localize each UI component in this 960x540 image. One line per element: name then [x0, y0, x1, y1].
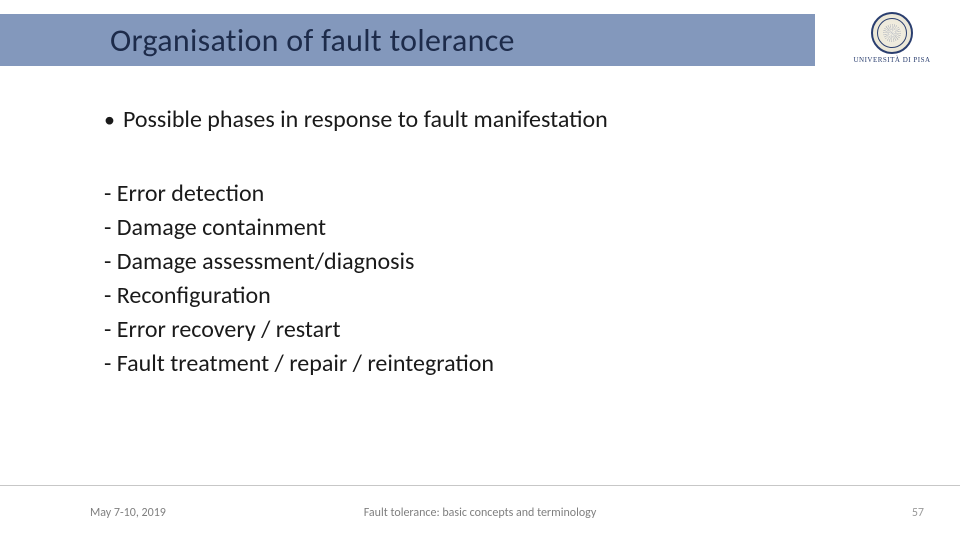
list-item: - Reconfiguration — [104, 279, 900, 313]
phase-list: - Error detection - Damage containment -… — [104, 177, 900, 381]
seal-icon — [871, 12, 913, 54]
intro-text: Possible phases in response to fault man… — [123, 105, 608, 134]
list-item: - Fault treatment / repair / reintegrati… — [104, 347, 900, 381]
bullet-marker: • — [104, 105, 115, 135]
logo-caption: UNIVERSITÀ DI PISA — [853, 56, 930, 64]
list-item: - Damage assessment/diagnosis — [104, 245, 900, 279]
footer-subject: Fault tolerance: basic concepts and term… — [0, 506, 960, 520]
title-bar: Organisation of fault tolerance — [0, 14, 815, 66]
content-area: • Possible phases in response to fault m… — [90, 105, 900, 381]
list-item: - Damage containment — [104, 211, 900, 245]
list-item: - Error recovery / restart — [104, 313, 900, 347]
intro-bullet: • Possible phases in response to fault m… — [90, 105, 900, 135]
slide: Organisation of fault tolerance UNIVERSI… — [0, 0, 960, 540]
university-logo: UNIVERSITÀ DI PISA — [832, 8, 952, 68]
slide-title: Organisation of fault tolerance — [110, 21, 515, 60]
footer: May 7-10, 2019 Fault tolerance: basic co… — [0, 486, 960, 540]
list-item: - Error detection — [104, 177, 900, 211]
page-number: 57 — [912, 506, 924, 520]
